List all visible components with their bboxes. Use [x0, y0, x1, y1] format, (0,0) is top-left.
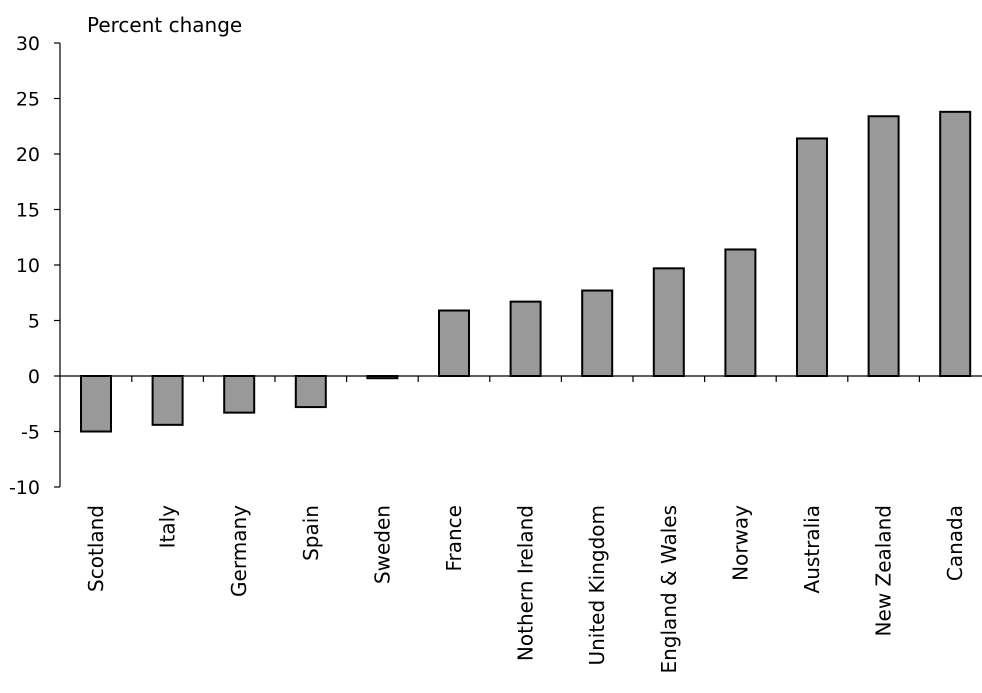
bar	[652, 267, 685, 377]
bar	[223, 375, 256, 414]
y-tick-label: 5	[28, 311, 40, 333]
bar	[438, 309, 470, 378]
bar	[294, 375, 327, 409]
bar	[867, 115, 900, 377]
category-label: Spain	[299, 505, 323, 561]
y-tick-label: 30	[16, 33, 40, 55]
category-label: Sweden	[370, 505, 394, 584]
bar	[151, 375, 184, 426]
bars	[80, 110, 972, 433]
category-label: United Kingdom	[585, 505, 609, 666]
category-label: New Zealand	[872, 505, 896, 636]
category-label: Germany	[227, 505, 251, 597]
bar	[724, 248, 757, 378]
y-tick-label: -10	[9, 477, 40, 499]
category-label: Scotland	[84, 505, 108, 592]
y-axis: -10 -5 0 5 10 15 20 25 30	[9, 33, 61, 499]
category-label: England & Wales	[657, 505, 681, 674]
x-axis	[60, 375, 982, 382]
category-labels: Scotland Italy Germany Spain Sweden France Not…	[84, 505, 967, 674]
category-label: Norway	[728, 505, 752, 581]
bar	[796, 137, 828, 377]
category-label: Canada	[943, 505, 967, 581]
y-tick-label: 25	[16, 89, 40, 111]
bar	[581, 289, 614, 377]
bar	[509, 300, 542, 378]
bar	[939, 110, 972, 377]
y-axis-label: Percent change	[87, 13, 242, 37]
category-label: France	[442, 505, 466, 572]
y-tick-label: 15	[16, 200, 40, 222]
bar	[80, 375, 112, 433]
category-label: Nothern Ireland	[514, 505, 538, 661]
category-label: Australia	[800, 505, 824, 593]
y-tick-label: 20	[16, 144, 40, 166]
y-tick-label: -5	[21, 422, 40, 444]
y-tick-label: 10	[16, 255, 40, 277]
y-tick-label: 0	[28, 366, 40, 388]
category-label: Italy	[156, 505, 180, 549]
